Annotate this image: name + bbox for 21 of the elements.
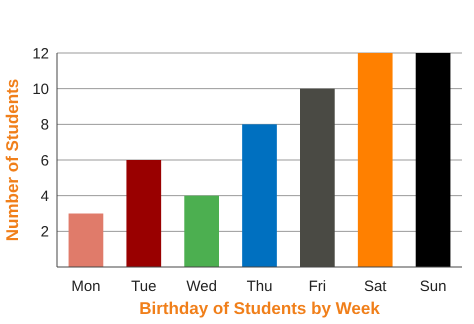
y-tick-label: 2: [40, 224, 49, 241]
y-tick-label: 4: [40, 188, 49, 205]
bar: [242, 124, 277, 267]
x-tick-label: Fri: [308, 278, 326, 295]
x-tick-label: Wed: [186, 278, 217, 295]
bar: [126, 160, 162, 267]
x-tick-label: Mon: [71, 278, 101, 295]
y-tick-label: 8: [40, 116, 49, 134]
x-tick-label: Sat: [364, 278, 388, 295]
x-axis-title: Birthday of Students by Week: [139, 299, 380, 318]
y-tick-label: 6: [40, 152, 49, 170]
y-tick-label: 10: [32, 80, 49, 98]
y-axis-title: Number of Students: [3, 78, 22, 242]
y-tick-label: 12: [32, 45, 49, 62]
bar: [358, 53, 393, 267]
x-tick-label: Sun: [420, 278, 446, 295]
bar: [68, 214, 104, 267]
bar: [184, 196, 219, 267]
x-tick-label: Tue: [131, 278, 156, 295]
x-tick-label: Thu: [246, 278, 272, 295]
bar: [416, 53, 450, 267]
